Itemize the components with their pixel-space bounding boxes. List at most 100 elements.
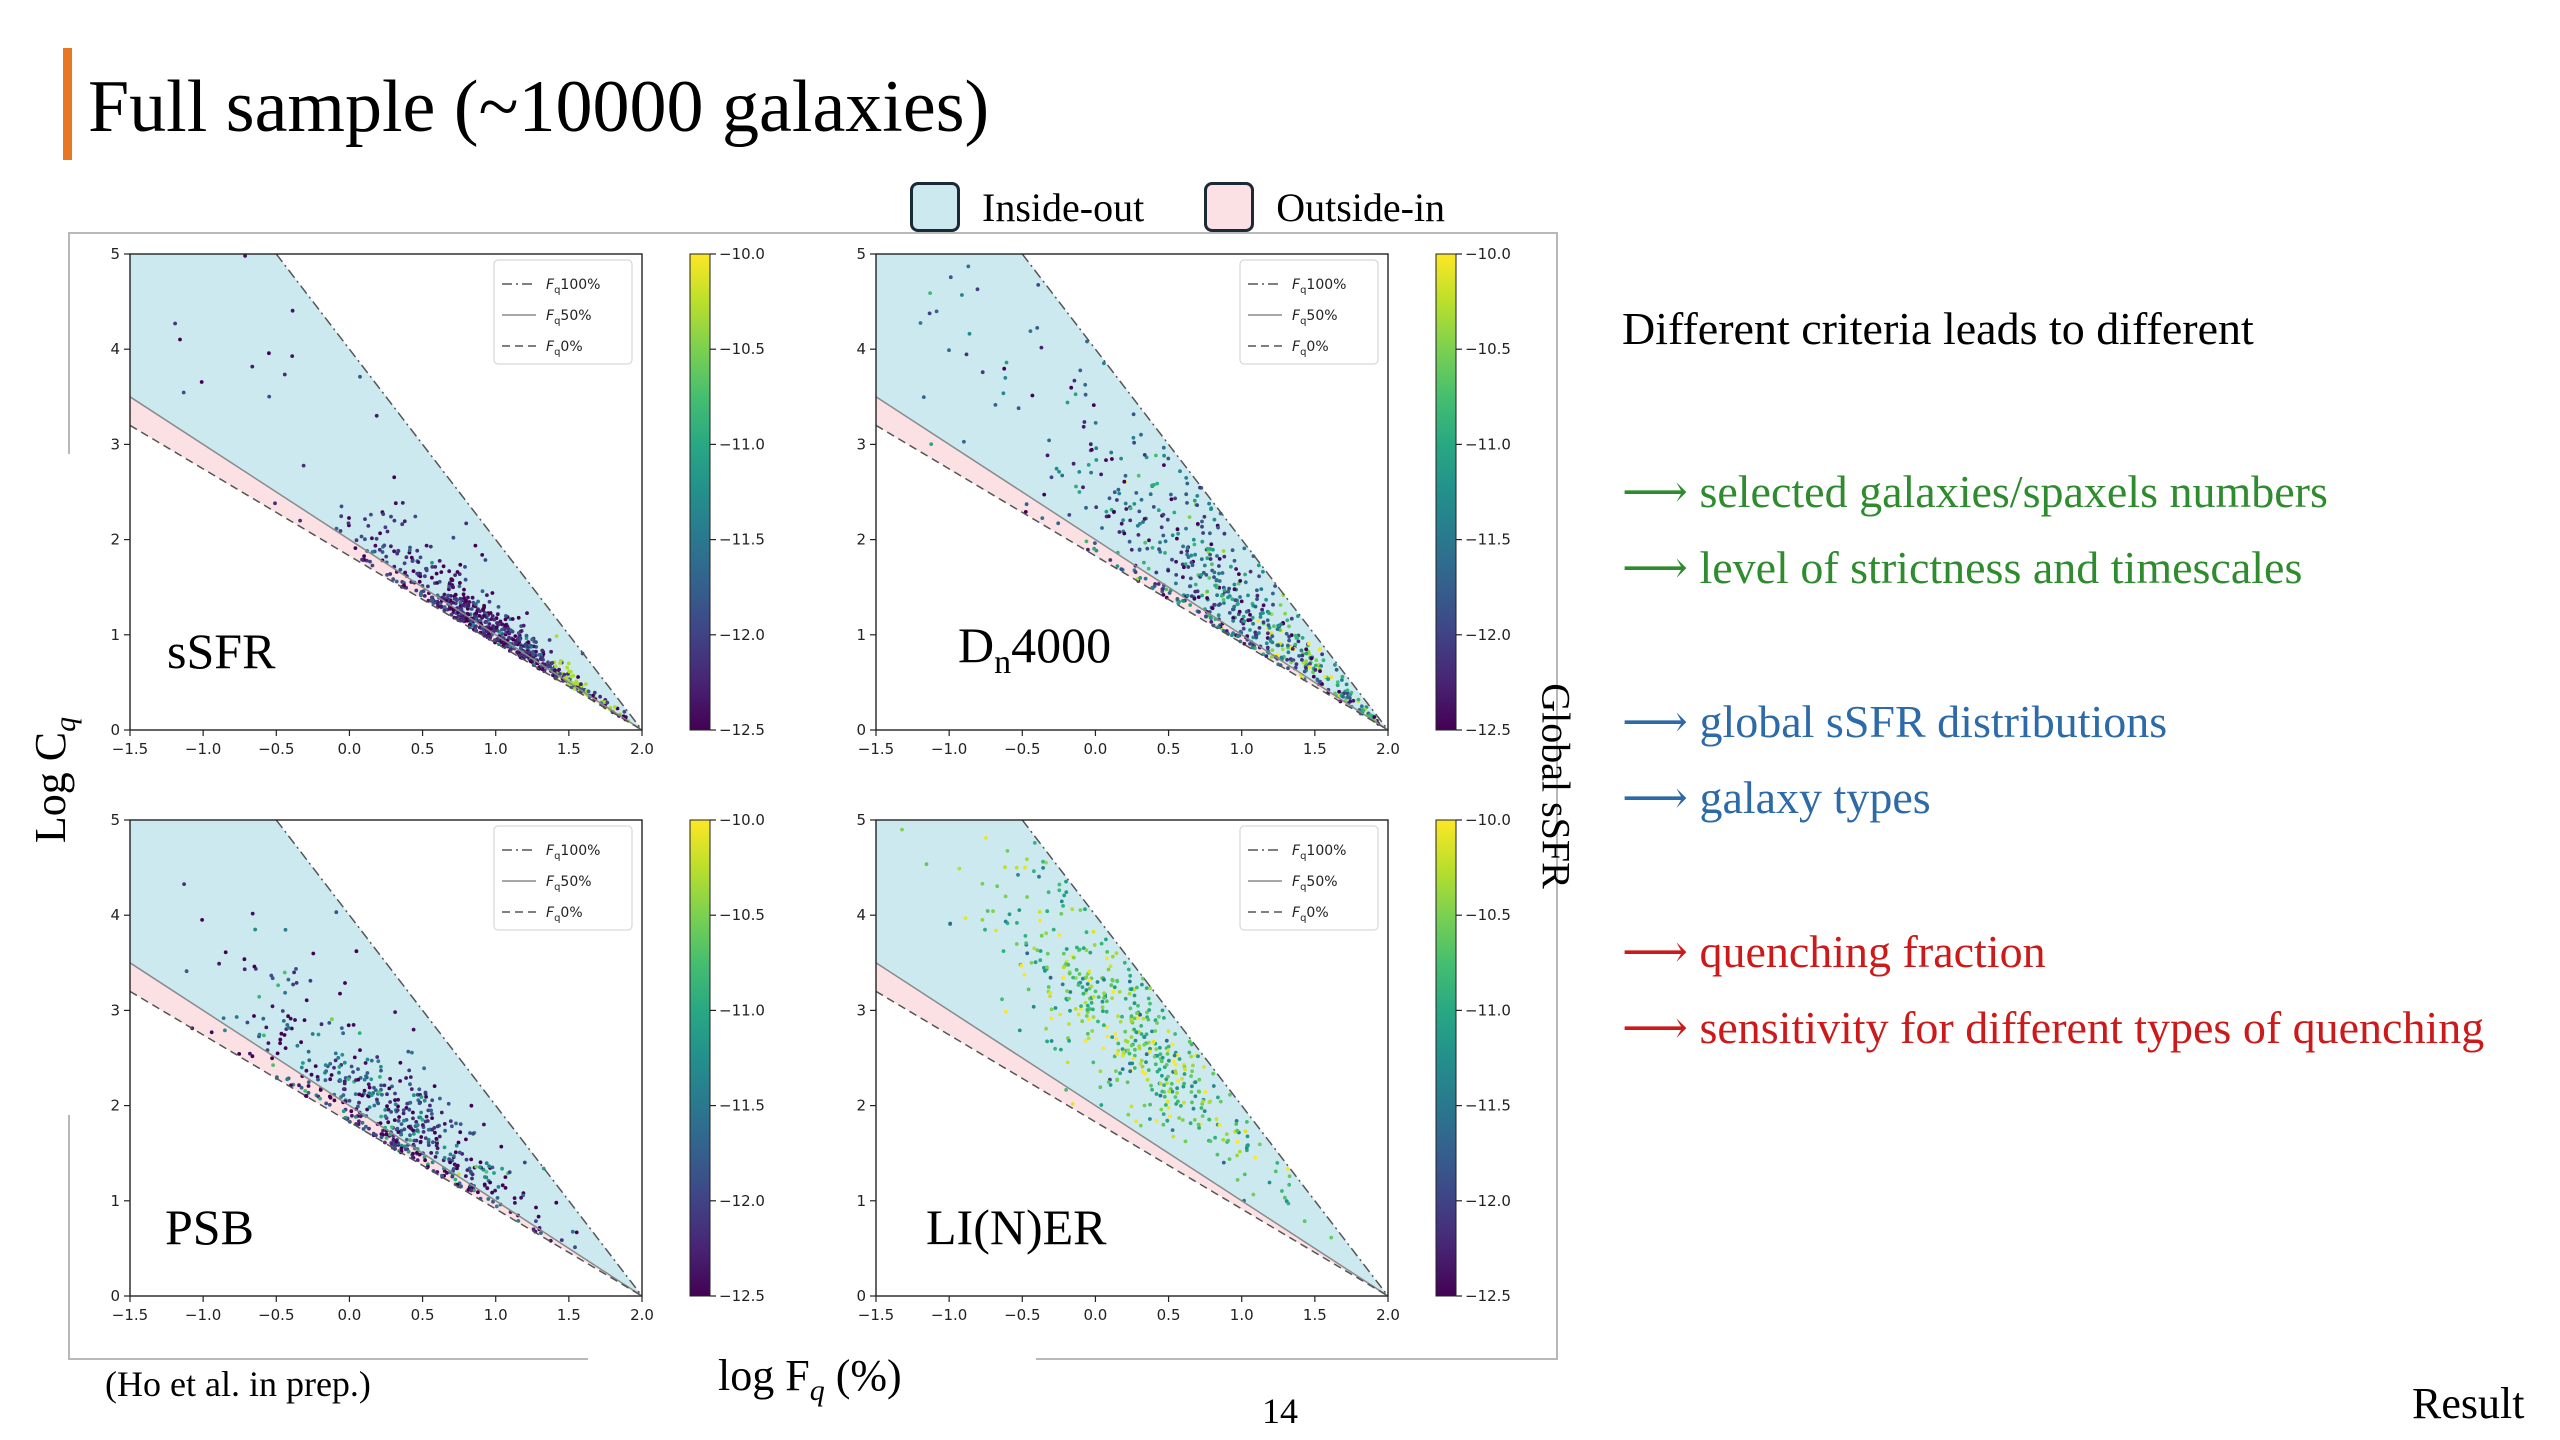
data-point — [1344, 682, 1349, 687]
data-point — [1102, 977, 1106, 982]
data-point — [1144, 1060, 1148, 1064]
colorbar-tick-label: −12.5 — [719, 1287, 765, 1305]
data-point — [295, 1043, 300, 1048]
data-point — [341, 1087, 346, 1091]
data-point — [1217, 564, 1221, 568]
x-tick-label: 1.5 — [557, 1306, 581, 1324]
data-point — [1221, 1137, 1226, 1142]
data-point — [1105, 1034, 1110, 1039]
data-point — [1286, 666, 1290, 671]
x-axis-label-unit: (%) — [824, 1351, 902, 1400]
data-point — [1158, 1045, 1162, 1050]
data-point — [378, 531, 382, 536]
data-point — [257, 1032, 262, 1037]
data-point — [429, 595, 434, 600]
x-tick-label: −1.0 — [185, 740, 221, 758]
data-point — [330, 1017, 334, 1022]
x-tick-label: −1.5 — [858, 740, 894, 758]
data-point — [1132, 1066, 1137, 1070]
data-point — [1154, 453, 1158, 458]
data-point — [426, 1127, 431, 1132]
data-point — [1151, 505, 1156, 509]
data-point — [428, 1103, 432, 1108]
data-point — [1231, 619, 1236, 623]
data-point — [409, 1087, 414, 1091]
data-point — [392, 518, 397, 523]
colorbar-tick-label: −11.5 — [1465, 1097, 1511, 1115]
data-point — [281, 1019, 286, 1023]
data-point — [539, 1231, 543, 1235]
data-point — [1205, 589, 1210, 594]
data-point — [1185, 546, 1190, 550]
data-point — [1285, 657, 1289, 662]
data-point — [1207, 1100, 1212, 1105]
data-point — [1118, 1019, 1123, 1024]
data-point — [1183, 1067, 1187, 1072]
data-point — [1265, 645, 1270, 650]
data-point — [392, 549, 396, 554]
data-point — [469, 1188, 474, 1193]
data-point — [1345, 688, 1350, 693]
data-point — [435, 1146, 440, 1151]
data-point — [402, 583, 406, 588]
data-point — [1359, 704, 1364, 709]
data-point — [1160, 1008, 1165, 1013]
data-point — [360, 1120, 365, 1125]
data-point — [285, 1077, 290, 1082]
data-point — [472, 614, 477, 619]
axes-frame — [129, 253, 643, 731]
data-point — [1234, 1122, 1239, 1126]
data-point — [1086, 1017, 1091, 1021]
legend-inside-out: Inside-out — [910, 182, 1144, 232]
data-point — [1150, 545, 1155, 550]
data-point — [1158, 540, 1162, 545]
data-point — [1337, 689, 1341, 694]
data-point — [282, 372, 287, 377]
data-point — [453, 1177, 458, 1182]
data-point — [1038, 918, 1042, 923]
data-point — [1161, 1122, 1166, 1127]
data-point — [1125, 1080, 1130, 1085]
data-point — [369, 1058, 374, 1063]
data-point — [994, 928, 998, 933]
data-point — [1202, 563, 1207, 568]
data-point — [391, 577, 396, 582]
data-point — [1064, 947, 1069, 951]
data-point — [478, 1165, 482, 1169]
data-point — [1154, 1118, 1159, 1123]
data-point — [457, 584, 462, 589]
data-point — [297, 1083, 301, 1088]
data-point — [462, 587, 466, 592]
data-point — [1135, 985, 1139, 990]
data-point — [1156, 508, 1161, 513]
data-point — [503, 623, 508, 628]
data-point — [1028, 329, 1033, 333]
data-point — [1115, 1078, 1120, 1083]
data-point — [340, 1052, 345, 1057]
data-point — [1230, 597, 1235, 601]
data-point — [422, 1098, 427, 1103]
data-point — [442, 605, 447, 609]
bullets-red: ⟶ quenching fraction ⟶ sensitivity for d… — [1622, 914, 2522, 1066]
data-point — [1222, 531, 1227, 536]
data-point — [1236, 634, 1240, 639]
data-point — [367, 1085, 372, 1090]
data-point — [433, 565, 438, 569]
data-point — [451, 585, 455, 590]
data-point — [223, 950, 228, 955]
data-point — [1116, 487, 1121, 492]
data-point — [1170, 1042, 1175, 1047]
data-point — [1177, 1057, 1182, 1061]
data-point — [1182, 1072, 1187, 1076]
data-point — [1153, 1062, 1158, 1067]
data-point — [341, 1109, 346, 1114]
data-point — [1184, 492, 1189, 497]
data-point — [1117, 990, 1122, 994]
data-point — [1280, 1189, 1284, 1193]
data-point — [1161, 445, 1166, 450]
y-tick-label: 4 — [110, 340, 120, 358]
data-point — [419, 1095, 424, 1099]
data-point — [1122, 531, 1127, 536]
data-point — [1178, 469, 1182, 474]
data-point — [1181, 544, 1185, 549]
